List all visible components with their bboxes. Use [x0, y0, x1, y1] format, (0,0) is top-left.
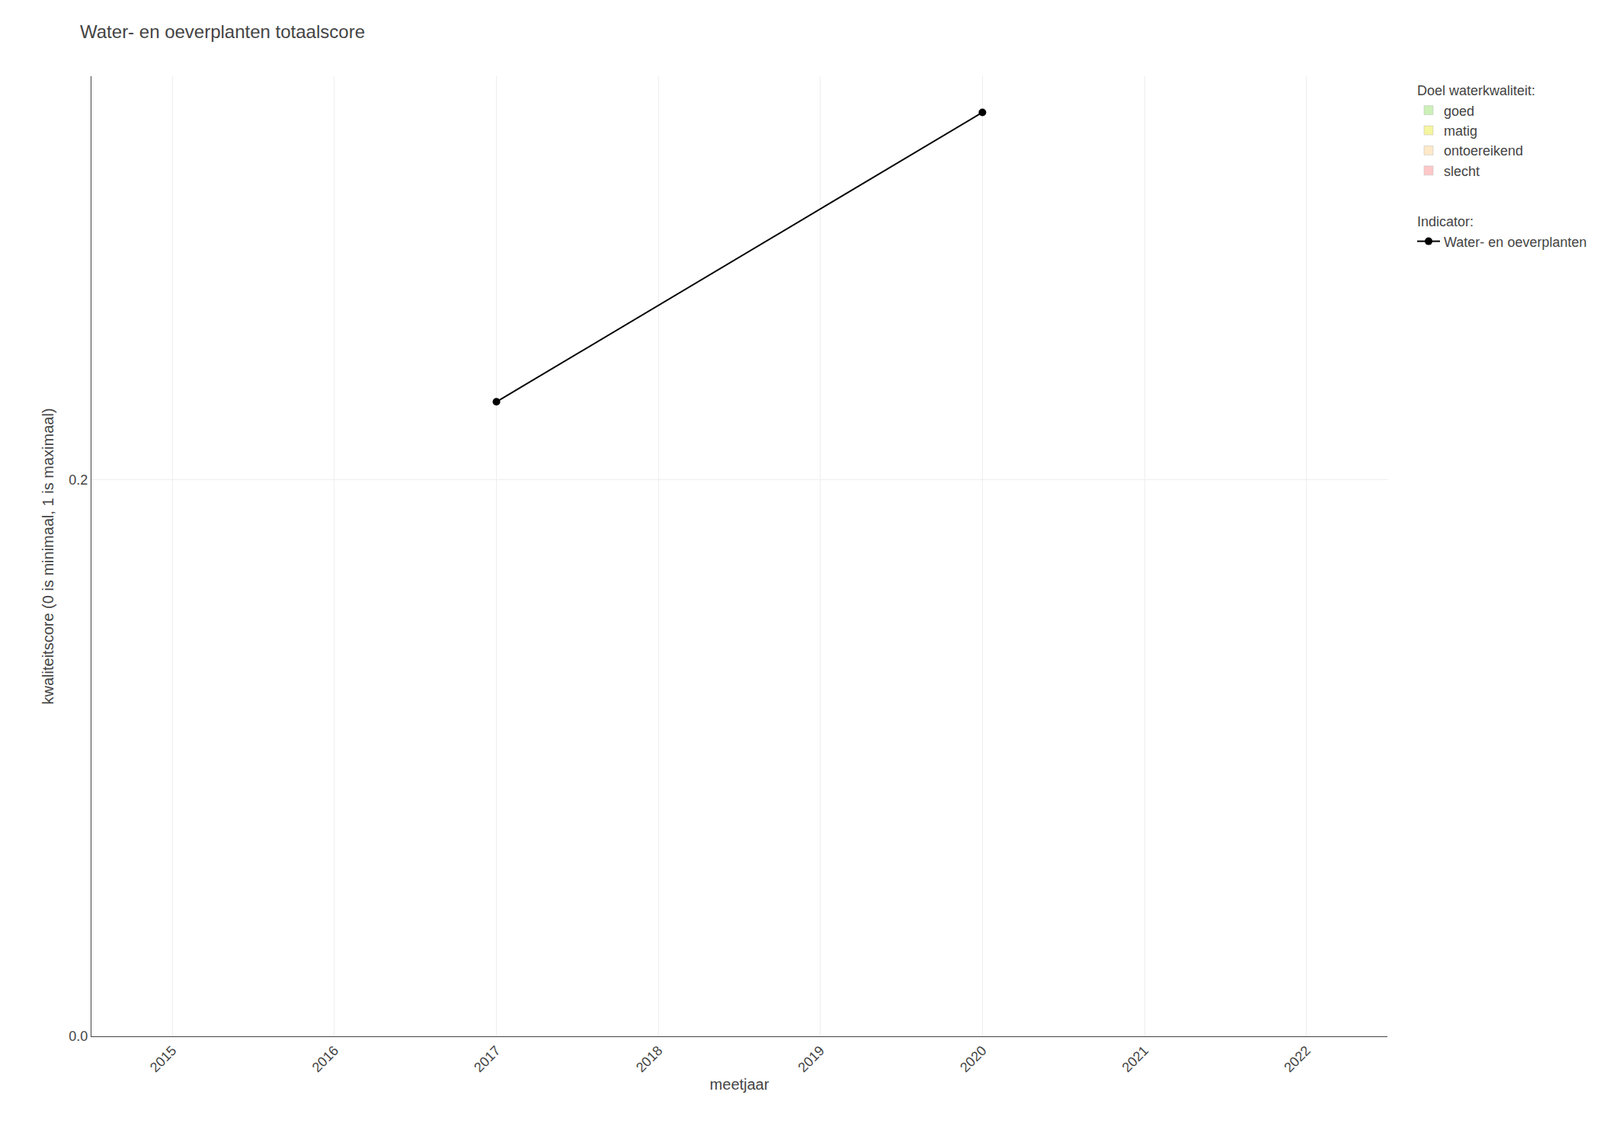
svg-text:2018: 2018	[633, 1043, 666, 1076]
svg-text:Indicator:: Indicator:	[1417, 214, 1474, 230]
svg-text:2022: 2022	[1280, 1043, 1313, 1076]
svg-text:Water- en oeverplanten: Water- en oeverplanten	[1443, 234, 1587, 250]
svg-text:Doel waterkwaliteit:: Doel waterkwaliteit:	[1417, 83, 1536, 99]
svg-text:Water- en oeverplanten totaals: Water- en oeverplanten totaalscore	[80, 21, 365, 42]
svg-text:2021: 2021	[1119, 1043, 1152, 1076]
svg-text:2015: 2015	[147, 1043, 180, 1076]
svg-text:ontoereikend: ontoereikend	[1443, 143, 1524, 159]
svg-text:2020: 2020	[956, 1043, 989, 1076]
svg-text:matig: matig	[1443, 123, 1478, 139]
svg-text:2016: 2016	[309, 1043, 342, 1076]
svg-text:2017: 2017	[470, 1043, 503, 1076]
svg-text:slecht: slecht	[1443, 163, 1480, 180]
svg-text:meetjaar: meetjaar	[710, 1075, 770, 1093]
svg-text:2019: 2019	[795, 1043, 828, 1076]
svg-text:kwaliteitscore (0 is minimaal,: kwaliteitscore (0 is minimaal, 1 is maxi…	[39, 408, 57, 705]
svg-text:0.2: 0.2	[68, 472, 88, 488]
svg-text:goed: goed	[1443, 103, 1475, 119]
svg-text:0.0: 0.0	[68, 1028, 88, 1044]
